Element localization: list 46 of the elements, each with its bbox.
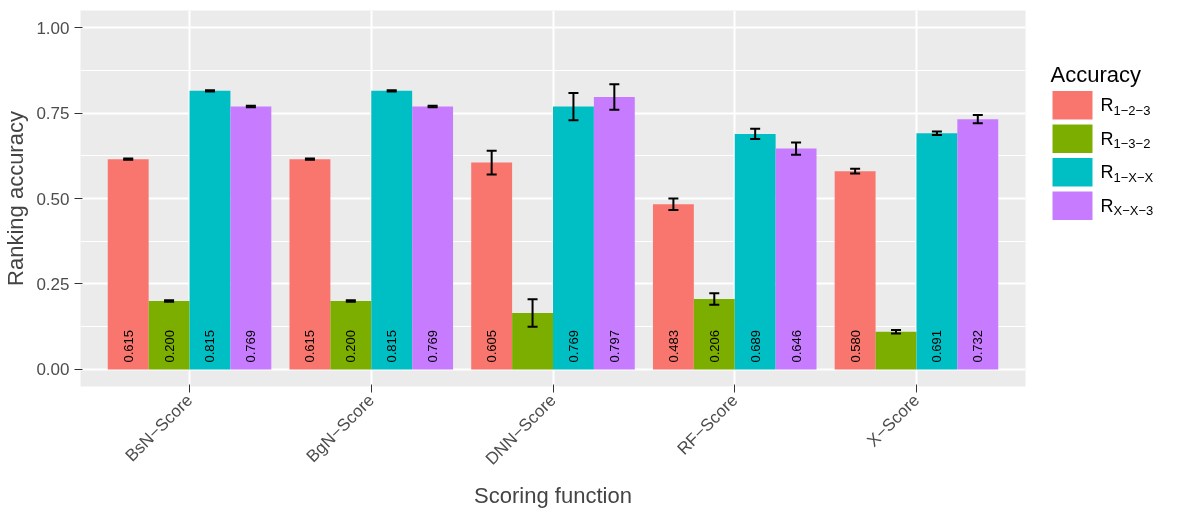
- bar: [957, 119, 999, 370]
- data-label: 0.200: [161, 330, 177, 363]
- bar: [371, 90, 413, 370]
- data-label: 0.580: [847, 330, 863, 363]
- bar: [775, 148, 817, 370]
- bar: [230, 106, 272, 370]
- bar: [693, 298, 735, 370]
- bar: [330, 301, 372, 370]
- bar: [148, 301, 190, 370]
- data-label: 0.605: [484, 330, 500, 363]
- bar: [593, 96, 635, 370]
- bar: [553, 106, 594, 370]
- y-tick-label: 0.50: [36, 189, 70, 209]
- data-label: 0.200: [343, 330, 359, 363]
- data-label: 0.815: [202, 330, 218, 363]
- bar: [189, 90, 231, 370]
- legend-title: Accuracy: [1050, 62, 1141, 88]
- data-label: 0.769: [425, 330, 441, 363]
- bar: [916, 133, 958, 370]
- data-label: 0.815: [384, 330, 400, 363]
- bar: [107, 159, 149, 370]
- data-label: 0.483: [665, 330, 681, 363]
- bar: [512, 313, 553, 370]
- bar: [652, 204, 694, 370]
- data-label: 0.615: [302, 330, 318, 363]
- data-label: 0.615: [120, 330, 136, 363]
- bar: [734, 133, 776, 370]
- bar: [412, 106, 454, 370]
- data-label: 0.797: [606, 330, 622, 363]
- x-axis-title: Scoring function: [474, 483, 632, 509]
- data-label: 0.646: [788, 330, 804, 363]
- y-tick-label: 0.75: [36, 104, 70, 124]
- bar: [289, 159, 331, 370]
- y-tick-label: 0.00: [36, 360, 70, 380]
- data-label: 0.769: [565, 330, 581, 363]
- data-label: 0.691: [929, 330, 945, 363]
- y-tick-label: 0.25: [36, 274, 70, 294]
- data-label: 0.689: [747, 330, 763, 363]
- bar: [834, 171, 876, 370]
- data-label: 0.732: [970, 330, 986, 363]
- bar: [875, 331, 917, 370]
- y-axis-title: Ranking accuracy: [3, 111, 29, 286]
- data-label: 0.769: [243, 330, 259, 363]
- data-label: 0.206: [706, 330, 722, 363]
- y-tick-label: 1.00: [36, 18, 70, 38]
- bar: [471, 162, 513, 370]
